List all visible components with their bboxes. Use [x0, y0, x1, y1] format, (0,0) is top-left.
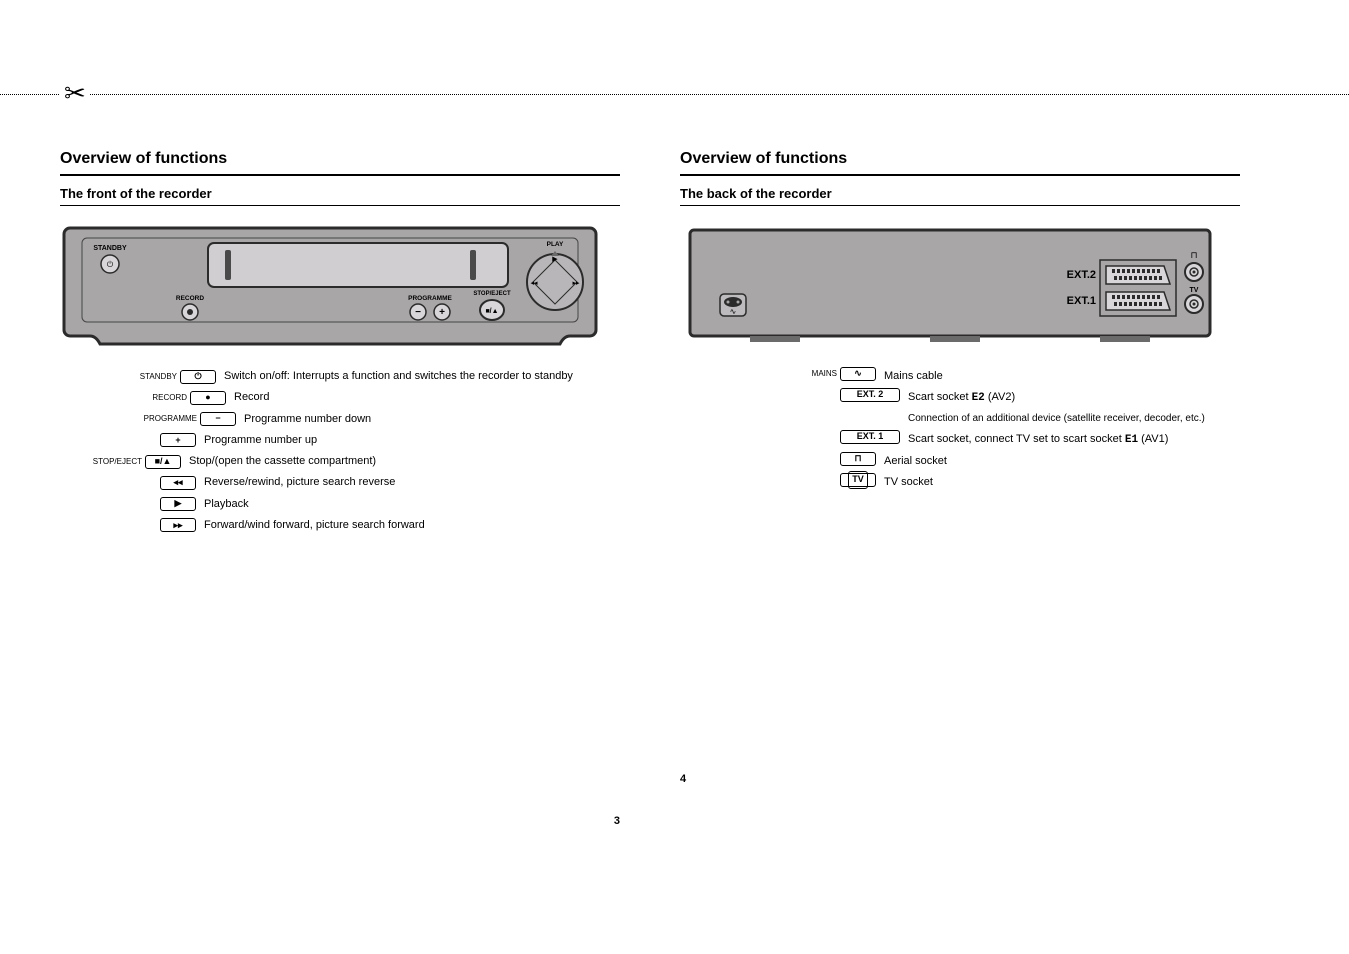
svg-text:STOP/EJECT: STOP/EJECT	[473, 291, 511, 297]
key-description: Mains cable	[884, 367, 1240, 386]
legend-row: STOP/EJECT■/▲ Stop/(open the cassette com…	[85, 452, 620, 471]
back-legend: MAINS∿ Mains cable EXT. 2 Scart socket E2 (…	[680, 367, 1240, 493]
divider	[60, 174, 620, 176]
key-icon: +	[160, 433, 196, 447]
scissors-icon: ✂	[60, 78, 90, 109]
divider	[680, 174, 1240, 176]
back-panel-diagram: ∿ EXT.2 EXT.1 ⊓ TV	[680, 220, 1220, 350]
legend-row: RECORD● Record	[130, 388, 620, 407]
svg-text:◂◂: ◂◂	[530, 280, 538, 287]
key-label: STANDBY	[120, 370, 180, 384]
page-left: Overview of functions The front of the r…	[60, 150, 620, 537]
key-description: TV socket	[884, 473, 1240, 492]
legend-row: PROGRAMME−Programme number down	[140, 410, 620, 429]
svg-text:▶: ▶	[552, 256, 558, 263]
legend-row: + Programme number up	[160, 431, 620, 450]
svg-text:PROGRAMME: PROGRAMME	[408, 295, 452, 302]
key-icon: −	[200, 412, 236, 426]
svg-text:+: +	[439, 307, 445, 318]
svg-text:PLAY: PLAY	[547, 241, 564, 248]
front-panel-diagram: STANDBY ⏻ RECORD PROGRAMME − + STOP/EJEC…	[60, 220, 600, 350]
key-description: Scart socket E2 (AV2)Connection of an ad…	[908, 388, 1240, 428]
page-title: Overview of functions	[680, 150, 1240, 168]
key-icon: ◂◂	[160, 476, 196, 490]
key-label: STOP/EJECT	[85, 455, 145, 469]
legend-row: ◂◂ Reverse/rewind, picture search reverse	[160, 473, 620, 492]
divider	[680, 205, 1240, 206]
svg-text:−: −	[415, 307, 421, 318]
key-description: Record	[234, 388, 269, 407]
key-icon: ●	[190, 391, 226, 405]
svg-text:∿: ∿	[730, 307, 737, 316]
cut-line	[0, 94, 1349, 95]
subheading: The back of the recorder	[680, 186, 1240, 201]
key-icon: ∿	[840, 367, 876, 381]
key-icon: ⏻	[180, 370, 216, 384]
front-legend: STANDBY⏻ Switch on/off: Interrupts a func…	[60, 367, 620, 535]
svg-text:STANDBY: STANDBY	[93, 245, 127, 252]
svg-text:▸▸: ▸▸	[572, 280, 580, 287]
legend-row: MAINS∿ Mains cable	[780, 367, 1240, 386]
key-label: MAINS	[780, 367, 840, 381]
svg-text:⏻: ⏻	[107, 260, 114, 269]
legend-row: EXT. 2 Scart socket E2 (AV2)Connection of…	[780, 388, 1240, 428]
key-description: Aerial socket	[884, 452, 1240, 471]
key-icon: ▸▸	[160, 518, 196, 532]
key-icon: EXT. 1	[840, 430, 900, 444]
legend-row: ▸▸ Forward/wind forward, picture search f…	[160, 516, 620, 535]
key-label: PROGRAMME	[140, 412, 200, 426]
key-icon: ▶	[160, 497, 196, 511]
key-icon: EXT. 2	[840, 388, 900, 402]
legend-row: ⊓ Aerial socket	[780, 452, 1240, 471]
svg-text:■/▲: ■/▲	[485, 308, 498, 315]
page-number: 3	[614, 815, 620, 827]
svg-text:⊓: ⊓	[1190, 250, 1197, 260]
key-description: Switch on/off: Interrupts a function and…	[224, 367, 573, 386]
key-icon: ⊓	[840, 452, 876, 466]
svg-text:EXT.1: EXT.1	[1067, 295, 1096, 307]
page-title: Overview of functions	[60, 150, 620, 168]
key-label: RECORD	[130, 391, 190, 405]
key-description: Stop/(open the cassette compartment)	[189, 452, 376, 471]
key-icon: ■/▲	[145, 455, 181, 469]
key-description: Programme number down	[244, 410, 371, 429]
divider	[60, 205, 620, 206]
subheading: The front of the recorder	[60, 186, 620, 201]
key-icon: TV	[840, 473, 876, 487]
svg-text:TV: TV	[1190, 287, 1199, 294]
key-description: Forward/wind forward, picture search for…	[204, 516, 425, 535]
legend-row: ▶ Playback	[160, 495, 620, 514]
key-description: Scart socket, connect TV set to scart so…	[908, 430, 1240, 450]
legend-row: TV TV socket	[780, 473, 1240, 492]
key-description: Programme number up	[204, 431, 317, 450]
legend-row: EXT. 1 Scart socket, connect TV set to sc…	[780, 430, 1240, 450]
key-description: Reverse/rewind, picture search reverse	[204, 473, 395, 492]
page-right: Overview of functions The back of the re…	[680, 150, 1240, 495]
key-description: Playback	[204, 495, 249, 514]
svg-text:EXT.2: EXT.2	[1067, 269, 1096, 281]
svg-text:RECORD: RECORD	[176, 295, 204, 302]
page-number: 4	[680, 773, 686, 785]
legend-row: STANDBY⏻ Switch on/off: Interrupts a func…	[120, 367, 620, 386]
